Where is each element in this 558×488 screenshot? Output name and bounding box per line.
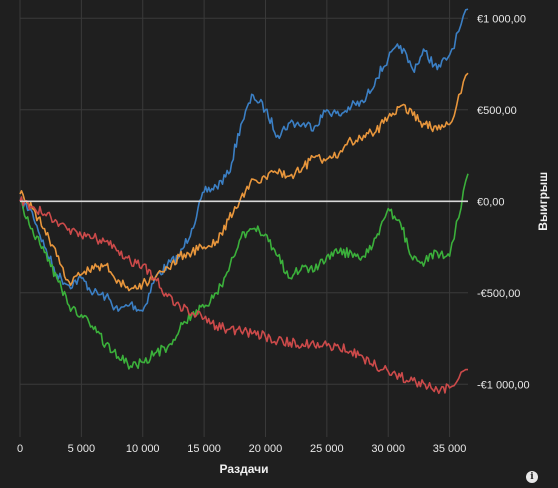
x-tick-label: 25 000 [310, 443, 344, 455]
y-axis-ticks: €1 000,00 €500,00 €0,00 -€500,00 -€1 000,00 [477, 13, 530, 391]
info-icon[interactable]: i [526, 471, 538, 483]
series-line-4 [19, 196, 468, 395]
series-line-3 [19, 173, 469, 370]
x-tick-label: 15 000 [187, 443, 221, 455]
y-tick-label: €0,00 [477, 196, 505, 208]
y-axis-title: Выигрыш [536, 172, 550, 231]
x-tick-label: 35 000 [433, 443, 467, 455]
y-tick-label: €1 000,00 [477, 13, 526, 25]
grid [19, 0, 468, 437]
x-tick-label: 5 000 [68, 443, 96, 455]
x-tick-label: 20 000 [249, 443, 283, 455]
x-axis-title: Раздачи [220, 462, 269, 476]
x-axis-ticks: 0 5 000 10 000 15 000 20 000 25 000 30 000 35 0… [17, 443, 466, 455]
y-tick-label: -€1 000,00 [477, 379, 530, 391]
y-tick-label: €500,00 [477, 105, 517, 117]
series-line-2 [19, 72, 469, 292]
x-tick-label: 30 000 [371, 443, 405, 455]
x-tick-label: 0 [17, 443, 23, 455]
series-lines [19, 8, 469, 395]
series-line-1 [19, 8, 469, 312]
y-tick-label: -€500,00 [477, 288, 520, 300]
x-tick-label: 10 000 [126, 443, 160, 455]
